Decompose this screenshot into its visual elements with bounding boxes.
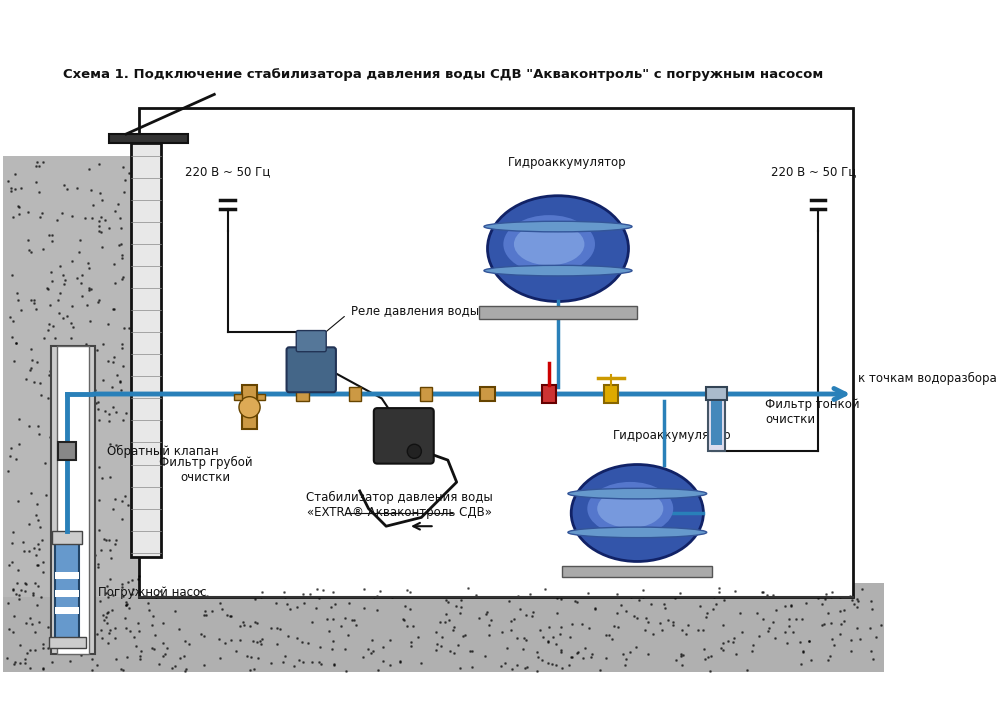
Ellipse shape xyxy=(568,527,707,538)
Bar xyxy=(49,638,86,648)
Bar xyxy=(296,387,309,401)
Bar xyxy=(55,540,79,640)
Bar xyxy=(349,387,361,401)
Bar xyxy=(57,346,89,654)
Circle shape xyxy=(407,444,421,458)
Ellipse shape xyxy=(587,482,673,536)
Ellipse shape xyxy=(597,489,663,528)
Text: 220 В ~ 50 Гц: 220 В ~ 50 Гц xyxy=(185,165,270,178)
Text: Фильтр тонкой
очистки: Фильтр тонкой очистки xyxy=(765,398,860,426)
Text: Гидроаккумулятор: Гидроаккумулятор xyxy=(613,430,732,443)
FancyBboxPatch shape xyxy=(296,331,326,352)
Ellipse shape xyxy=(484,266,632,276)
Bar xyxy=(604,385,618,403)
Bar xyxy=(706,387,727,400)
Text: Гидроаккумулятор: Гидроаккумулятор xyxy=(507,156,626,169)
Bar xyxy=(480,387,495,401)
Bar xyxy=(55,572,79,579)
Bar xyxy=(52,531,82,544)
Ellipse shape xyxy=(514,223,584,266)
Circle shape xyxy=(239,397,260,418)
Bar xyxy=(711,401,722,445)
Text: Схема 1. Подключение стабилизатора давления воды СДВ "Акваконтроль" с погружным : Схема 1. Подключение стабилизатора давле… xyxy=(63,68,824,81)
Text: Обратный клапан: Обратный клапан xyxy=(107,445,218,458)
Ellipse shape xyxy=(571,465,703,561)
Text: 220 В ~ 50 Гц: 220 В ~ 50 Гц xyxy=(771,165,856,178)
Bar xyxy=(542,385,556,403)
Ellipse shape xyxy=(568,488,707,499)
Bar xyxy=(55,608,79,614)
Bar xyxy=(3,583,884,672)
Text: Стабилизатор давления воды
«EXTRA® Акваконтроль СДВ»: Стабилизатор давления воды «EXTRA® Аквак… xyxy=(306,491,493,519)
Bar xyxy=(257,394,265,400)
Text: Фильтр грубой
очистки: Фильтр грубой очистки xyxy=(159,456,252,484)
Text: Погружной насос: Погружной насос xyxy=(98,585,206,599)
Ellipse shape xyxy=(484,221,632,232)
Bar xyxy=(131,143,161,557)
Bar xyxy=(708,394,725,451)
Ellipse shape xyxy=(503,215,595,273)
FancyBboxPatch shape xyxy=(139,108,853,597)
Bar xyxy=(51,346,95,654)
Ellipse shape xyxy=(487,196,628,301)
Text: к точкам водоразбора: к точкам водоразбора xyxy=(858,372,996,385)
Polygon shape xyxy=(109,134,188,143)
FancyBboxPatch shape xyxy=(374,408,434,463)
Bar xyxy=(58,443,76,460)
Bar xyxy=(420,387,432,401)
Text: Реле давления воды: Реле давления воды xyxy=(351,303,479,317)
Bar xyxy=(234,394,242,400)
Bar xyxy=(242,385,257,429)
Bar xyxy=(3,156,144,597)
FancyBboxPatch shape xyxy=(287,347,336,392)
Bar xyxy=(562,566,712,578)
Bar xyxy=(479,306,637,319)
Bar xyxy=(55,590,79,597)
